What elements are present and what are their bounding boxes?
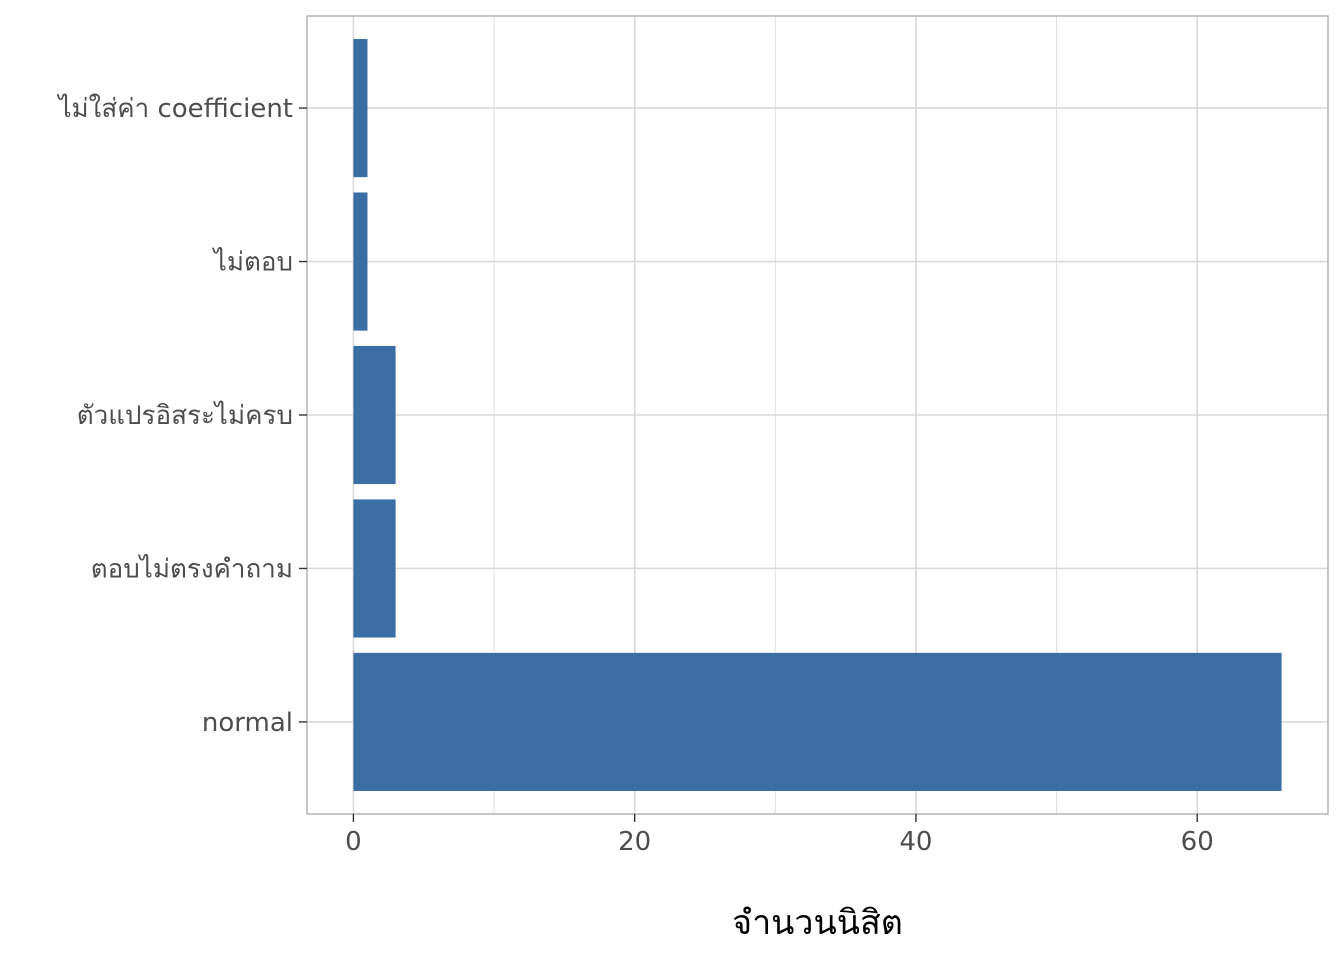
x-axis: 0 20 40 60 [345, 814, 1214, 857]
x-axis-title: จำนวนนิสิต [732, 903, 903, 943]
y-tick-label: ไม่ตอบ [212, 247, 293, 278]
y-tick-label: ตอบไม่ตรงคำถาม [91, 553, 293, 584]
y-tick-label: ไม่ใส่ค่า coefficient [56, 93, 293, 124]
y-tick-label: normal [202, 708, 293, 738]
bar [353, 652, 1282, 791]
x-tick-label: 60 [1181, 827, 1214, 857]
y-tick-label: ตัวแปรอิสระไม่ครบ [77, 400, 293, 431]
x-tick-label: 20 [618, 827, 651, 857]
bar [353, 345, 396, 485]
x-tick-label: 0 [345, 827, 362, 857]
bar [353, 192, 368, 331]
bar [353, 499, 396, 638]
y-axis: ไม่ใส่ค่า coefficient ไม่ตอบตัวแปรอิสระไม… [56, 93, 307, 738]
bars [353, 39, 1282, 791]
bar [353, 39, 368, 178]
x-tick-label: 40 [899, 827, 932, 857]
